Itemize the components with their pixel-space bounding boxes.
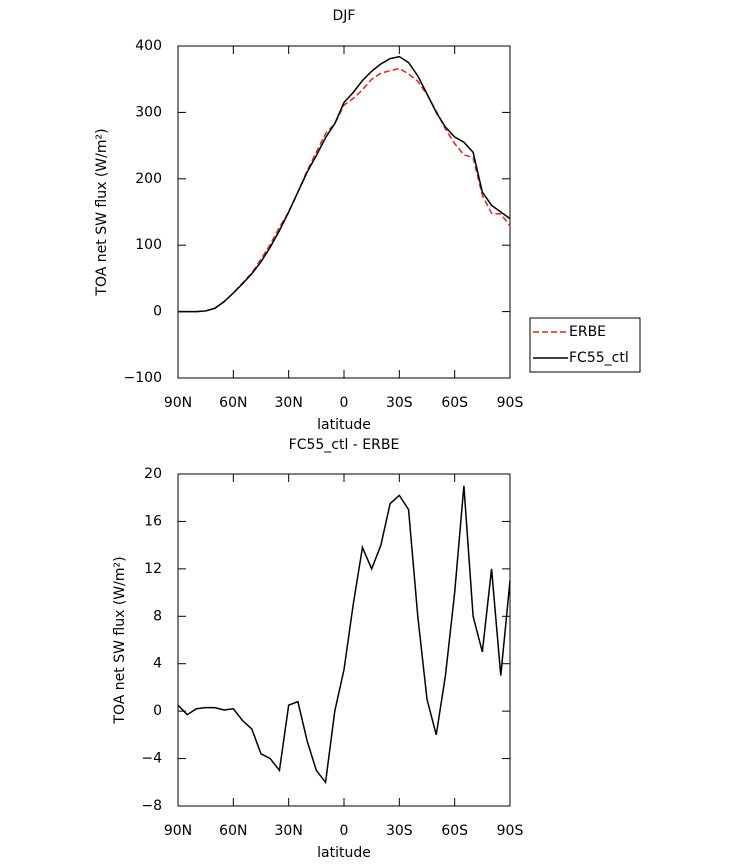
y-tick-label: 4 [153, 656, 162, 672]
x-tick-label: 0 [340, 823, 349, 839]
x-tick-label: 90N [164, 395, 192, 411]
x-tick-label: 90N [164, 823, 192, 839]
y-tick-label: 200 [135, 171, 162, 187]
line-series [178, 67, 511, 313]
y-tick-label: 400 [135, 38, 162, 54]
y-tick-label: 8 [153, 608, 162, 624]
y-tick-label: 0 [153, 304, 162, 320]
y-tick-label: 12 [144, 561, 162, 577]
y-tick-label: 20 [144, 466, 162, 482]
y-axis-label: TOA net SW flux (W/m²) [94, 128, 110, 296]
x-tick-label: 60N [219, 395, 247, 411]
line-series [178, 55, 511, 313]
x-tick-label: 60N [219, 823, 247, 839]
x-tick-label: 60S [441, 823, 468, 839]
x-axis-label: latitude [317, 845, 371, 861]
x-axis-label: latitude [317, 417, 371, 433]
y-tick-label: 16 [144, 513, 162, 529]
y-tick-label: 0 [153, 703, 162, 719]
y-tick-label: −8 [141, 798, 162, 814]
y-tick-label: −100 [124, 370, 162, 386]
x-tick-label: 30N [275, 823, 303, 839]
y-tick-label: 100 [135, 237, 162, 253]
x-tick-label: 60S [441, 395, 468, 411]
chart-title: DJF [333, 8, 356, 24]
x-tick-label: 30N [275, 395, 303, 411]
x-tick-label: 90S [497, 823, 524, 839]
plot-frame [177, 45, 511, 379]
legend-label: ERBE [569, 324, 606, 340]
legend-box [529, 317, 641, 373]
y-tick-label: 300 [135, 104, 162, 120]
y-tick-label: −4 [141, 751, 162, 767]
x-tick-label: 30S [386, 395, 413, 411]
x-tick-label: 30S [386, 823, 413, 839]
line-series [177, 485, 511, 785]
chart-title: FC55_ctl - ERBE [289, 437, 400, 453]
x-tick-label: 0 [340, 395, 349, 411]
legend-label: FC55_ctl [569, 350, 629, 366]
y-axis-label: TOA net SW flux (W/m²) [112, 556, 128, 724]
x-tick-label: 90S [497, 395, 524, 411]
